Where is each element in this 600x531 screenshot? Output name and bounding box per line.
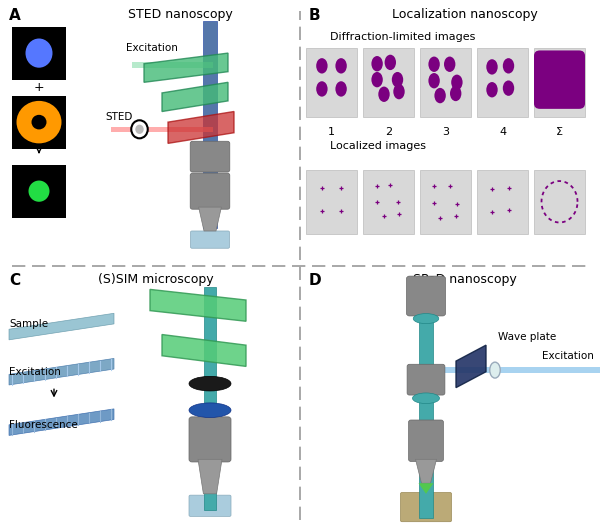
Ellipse shape: [503, 80, 514, 96]
Bar: [419, 287, 433, 518]
Text: Localization nanoscopy: Localization nanoscopy: [392, 8, 538, 21]
Ellipse shape: [413, 313, 439, 323]
Ellipse shape: [371, 72, 383, 87]
Ellipse shape: [413, 393, 439, 404]
Polygon shape: [456, 345, 486, 388]
FancyBboxPatch shape: [189, 495, 231, 516]
FancyBboxPatch shape: [363, 48, 414, 117]
Text: Excitation: Excitation: [542, 351, 594, 361]
FancyBboxPatch shape: [12, 27, 66, 80]
Text: STED: STED: [105, 112, 133, 122]
Ellipse shape: [434, 88, 446, 103]
Polygon shape: [415, 459, 437, 483]
Ellipse shape: [29, 181, 49, 202]
FancyBboxPatch shape: [407, 364, 445, 395]
Ellipse shape: [444, 57, 455, 72]
Text: Excitation: Excitation: [126, 43, 178, 53]
Ellipse shape: [316, 81, 328, 97]
Text: STED nanoscopy: STED nanoscopy: [128, 8, 232, 21]
FancyBboxPatch shape: [12, 96, 66, 149]
Ellipse shape: [131, 121, 148, 138]
FancyBboxPatch shape: [407, 276, 445, 316]
Ellipse shape: [503, 58, 514, 73]
Polygon shape: [162, 335, 246, 366]
FancyBboxPatch shape: [477, 48, 528, 117]
Polygon shape: [9, 409, 114, 435]
Polygon shape: [162, 82, 228, 112]
Text: (S)SIM microscopy: (S)SIM microscopy: [98, 273, 214, 286]
FancyBboxPatch shape: [363, 170, 414, 234]
Text: A: A: [9, 8, 21, 23]
Ellipse shape: [385, 55, 396, 70]
Polygon shape: [198, 459, 222, 494]
Text: 3: 3: [442, 127, 449, 138]
Bar: [204, 287, 216, 510]
FancyBboxPatch shape: [189, 417, 231, 462]
Text: SPoD nanoscopy: SPoD nanoscopy: [413, 273, 517, 286]
Polygon shape: [144, 53, 228, 82]
Ellipse shape: [335, 81, 347, 97]
Ellipse shape: [379, 87, 390, 102]
Ellipse shape: [428, 73, 440, 88]
Text: B: B: [309, 8, 320, 23]
Ellipse shape: [25, 38, 53, 68]
Ellipse shape: [487, 59, 498, 74]
Bar: [111, 126, 213, 132]
Text: Sample: Sample: [9, 319, 48, 329]
Text: +: +: [34, 81, 44, 94]
Text: Diffraction-limited images: Diffraction-limited images: [330, 32, 475, 42]
FancyBboxPatch shape: [409, 420, 443, 461]
Ellipse shape: [451, 74, 463, 90]
Text: 2: 2: [385, 127, 392, 138]
FancyBboxPatch shape: [420, 170, 471, 234]
FancyBboxPatch shape: [190, 173, 230, 209]
FancyBboxPatch shape: [534, 50, 585, 109]
Polygon shape: [9, 358, 114, 385]
Ellipse shape: [32, 115, 47, 130]
Bar: [438, 367, 600, 373]
Polygon shape: [9, 313, 114, 340]
Ellipse shape: [394, 84, 404, 99]
Polygon shape: [150, 289, 246, 321]
Text: Excitation: Excitation: [9, 367, 61, 376]
FancyBboxPatch shape: [306, 48, 357, 117]
Ellipse shape: [136, 125, 144, 134]
Ellipse shape: [490, 362, 500, 378]
Polygon shape: [419, 483, 433, 494]
FancyBboxPatch shape: [420, 48, 471, 117]
Ellipse shape: [189, 403, 231, 417]
Text: Fluorescence: Fluorescence: [9, 420, 78, 430]
Ellipse shape: [392, 72, 403, 87]
FancyBboxPatch shape: [190, 141, 230, 172]
FancyBboxPatch shape: [401, 493, 452, 521]
Text: 4: 4: [499, 127, 506, 138]
FancyBboxPatch shape: [190, 231, 229, 249]
Text: C: C: [9, 273, 20, 288]
Ellipse shape: [17, 101, 62, 143]
Ellipse shape: [450, 86, 461, 101]
FancyBboxPatch shape: [534, 48, 585, 117]
Polygon shape: [199, 207, 221, 231]
Text: Wave plate: Wave plate: [498, 332, 556, 342]
FancyBboxPatch shape: [534, 170, 585, 234]
Text: Localized images: Localized images: [330, 141, 426, 151]
Text: Σ: Σ: [556, 127, 563, 138]
FancyBboxPatch shape: [306, 170, 357, 234]
Text: D: D: [309, 273, 322, 288]
Ellipse shape: [335, 58, 347, 73]
Bar: [203, 21, 217, 228]
FancyBboxPatch shape: [477, 170, 528, 234]
Polygon shape: [168, 112, 234, 143]
FancyBboxPatch shape: [12, 165, 66, 218]
Ellipse shape: [428, 57, 440, 72]
Ellipse shape: [371, 56, 383, 72]
Bar: [132, 62, 213, 68]
Ellipse shape: [487, 82, 498, 98]
Ellipse shape: [189, 376, 231, 391]
Ellipse shape: [316, 58, 328, 73]
Text: 1: 1: [328, 127, 335, 138]
